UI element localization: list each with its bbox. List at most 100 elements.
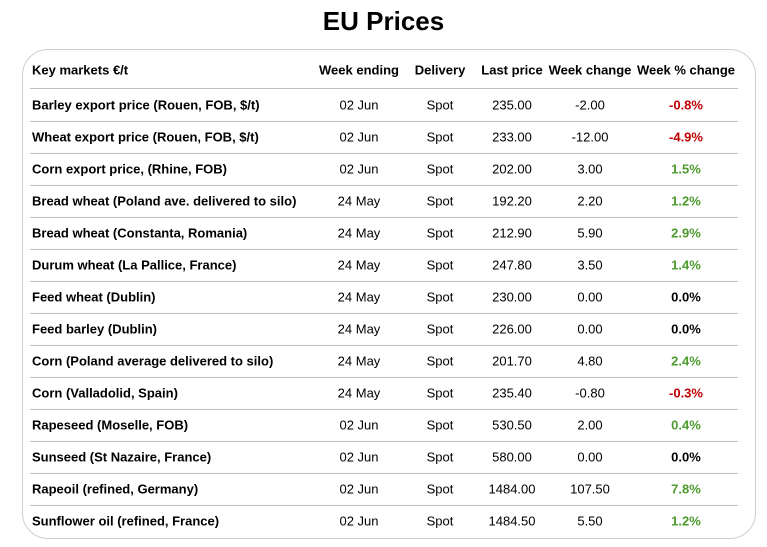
table-cell: Spot	[426, 161, 454, 177]
column-header: Week ending	[319, 62, 399, 78]
table-cell: 235.00	[492, 97, 532, 113]
table-cell: 1.5%	[671, 161, 701, 177]
row-divider	[30, 185, 738, 186]
table-cell: 226.00	[492, 321, 532, 337]
market-name: Barley export price (Rouen, FOB, $/t)	[32, 97, 260, 113]
row-divider	[30, 217, 738, 218]
market-name: Corn export price, (Rhine, FOB)	[32, 161, 228, 177]
table-cell: Spot	[426, 289, 454, 305]
table-cell: -0.8%	[669, 97, 703, 113]
table-cell: 0.4%	[671, 417, 701, 433]
table-cell: -4.9%	[669, 129, 703, 145]
row-divider	[30, 249, 738, 250]
market-name: Bread wheat (Constanta, Romania)	[32, 225, 248, 241]
row-divider	[30, 345, 738, 346]
table-cell: Spot	[426, 129, 454, 145]
table-cell: 5.50	[577, 513, 603, 529]
column-header: Key markets €/t	[32, 62, 129, 78]
table-cell: 0.0%	[671, 321, 701, 337]
table-cell: 0.0%	[671, 289, 701, 305]
market-name: Rapeseed (Moselle, FOB)	[32, 417, 189, 433]
table-cell: Spot	[426, 449, 454, 465]
table-cell: -2.00	[575, 97, 605, 113]
table-cell: Spot	[426, 225, 454, 241]
row-divider	[30, 441, 738, 442]
table-cell: 212.90	[492, 225, 532, 241]
table-cell: 24 May	[337, 257, 381, 273]
row-divider	[30, 409, 738, 410]
table-cell: 107.50	[570, 481, 610, 497]
column-header: Delivery	[414, 62, 466, 78]
table-cell: 7.8%	[671, 481, 701, 497]
row-divider	[30, 377, 738, 378]
table-cell: 5.90	[577, 225, 603, 241]
market-name: Wheat export price (Rouen, FOB, $/t)	[32, 129, 259, 145]
table-cell: 2.20	[577, 193, 603, 209]
table-cell: 201.70	[492, 353, 532, 369]
market-name: Rapeoil (refined, Germany)	[32, 481, 199, 497]
table-cell: 0.00	[577, 321, 603, 337]
market-name: Feed barley (Dublin)	[32, 321, 157, 337]
row-divider	[30, 153, 738, 154]
table-cell: 202.00	[492, 161, 532, 177]
table-cell: 02 Jun	[339, 449, 379, 465]
table-cell: 235.40	[492, 385, 532, 401]
table-cell: -0.80	[575, 385, 605, 401]
table-frame	[22, 49, 756, 539]
table-cell: 24 May	[337, 289, 381, 305]
table-cell: 3.50	[577, 257, 603, 273]
table-cell: 24 May	[337, 385, 381, 401]
row-divider	[30, 505, 738, 506]
table-cell: Spot	[426, 417, 454, 433]
table-cell: 2.00	[577, 417, 603, 433]
row-divider	[30, 88, 738, 89]
table-cell: Spot	[426, 353, 454, 369]
row-divider	[30, 473, 738, 474]
table-cell: Spot	[426, 193, 454, 209]
market-name: Bread wheat (Poland ave. delivered to si…	[32, 193, 297, 209]
market-name: Feed wheat (Dublin)	[32, 289, 156, 305]
table-cell: 24 May	[337, 225, 381, 241]
market-name: Durum wheat (La Pallice, France)	[32, 257, 237, 273]
table-cell: 1484.50	[488, 513, 536, 529]
table-cell: 2.9%	[671, 225, 701, 241]
table-cell: 02 Jun	[339, 161, 379, 177]
table-cell: Spot	[426, 385, 454, 401]
table-cell: 1.4%	[671, 257, 701, 273]
table-cell: 2.4%	[671, 353, 701, 369]
table-cell: 02 Jun	[339, 417, 379, 433]
table-cell: 230.00	[492, 289, 532, 305]
table-cell: Spot	[426, 97, 454, 113]
table-cell: -0.3%	[669, 385, 703, 401]
table-cell: 4.80	[577, 353, 603, 369]
table-cell: Spot	[426, 481, 454, 497]
column-header: Week % change	[636, 62, 736, 78]
market-name: Corn (Poland average delivered to silo)	[32, 353, 274, 369]
row-divider	[30, 313, 738, 314]
row-divider	[30, 121, 738, 122]
table-cell: 233.00	[492, 129, 532, 145]
title: EU Prices	[322, 6, 445, 36]
table-cell: 192.20	[492, 193, 532, 209]
row-divider	[30, 281, 738, 282]
table-cell: 0.0%	[671, 449, 701, 465]
table-cell: -12.00	[571, 129, 609, 145]
table-cell: 1484.00	[488, 481, 536, 497]
table-cell: 3.00	[577, 161, 603, 177]
table-cell: 02 Jun	[339, 513, 379, 529]
table-cell: 24 May	[337, 321, 381, 337]
table-cell: Spot	[426, 321, 454, 337]
column-header: Last price	[481, 62, 543, 78]
table-cell: Spot	[426, 257, 454, 273]
table-cell: 02 Jun	[339, 129, 379, 145]
table-cell: 530.50	[492, 417, 532, 433]
table-cell: 24 May	[337, 353, 381, 369]
table-cell: 0.00	[577, 449, 603, 465]
table-cell: 02 Jun	[339, 481, 379, 497]
market-name: Corn (Valladolid, Spain)	[32, 385, 178, 401]
column-header: Week change	[548, 62, 632, 78]
table-cell: 24 May	[337, 193, 381, 209]
market-name: Sunflower oil (refined, France)	[32, 513, 220, 529]
table-cell: 247.80	[492, 257, 532, 273]
